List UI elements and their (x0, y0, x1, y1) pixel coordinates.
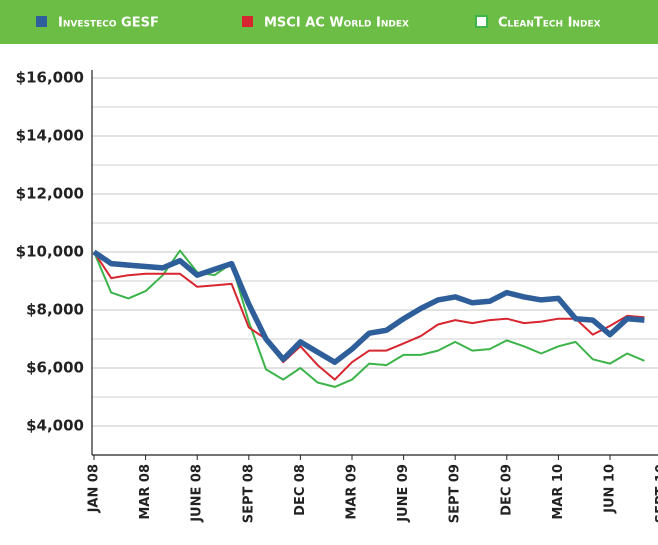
legend-swatch (242, 16, 253, 27)
y-tick-label: $14,000 (16, 127, 84, 145)
y-tick-label: $16,000 (16, 69, 84, 87)
x-tick-label: Mar 08 (138, 464, 153, 520)
legend-bar (0, 0, 658, 44)
y-tick-label: $10,000 (16, 243, 84, 261)
series-line (93, 251, 645, 381)
legend-swatch (36, 16, 47, 27)
y-tick-label: $12,000 (16, 185, 84, 203)
legend-label: Investeco GESF (58, 16, 159, 31)
x-tick-label: Mar 10 (551, 464, 566, 520)
x-tick-label: Sept 10 (654, 464, 658, 523)
x-tick-label: June 08 (190, 464, 205, 523)
x-tick-label: Sept 08 (241, 464, 256, 523)
legend-label: MSCI AC World Index (264, 16, 409, 31)
x-tick-label: Sept 09 (448, 464, 463, 523)
y-tick-label: $8,000 (26, 301, 84, 319)
x-tick-label: Dec 08 (293, 464, 308, 516)
legend-label: CleanTech Index (498, 16, 601, 31)
y-tick-label: $6,000 (26, 359, 84, 377)
x-tick-label: Dec 09 (499, 464, 514, 516)
x-tick-label: June 09 (396, 464, 411, 523)
x-tick-label: Jun 10 (603, 464, 618, 514)
y-tick-label: $4,000 (26, 417, 84, 435)
series-line (93, 249, 645, 388)
x-tick-label: Mar 09 (345, 464, 360, 520)
series-line (92, 249, 645, 365)
legend-swatch (475, 15, 488, 28)
x-tick-label: Jan 08 (87, 464, 102, 513)
